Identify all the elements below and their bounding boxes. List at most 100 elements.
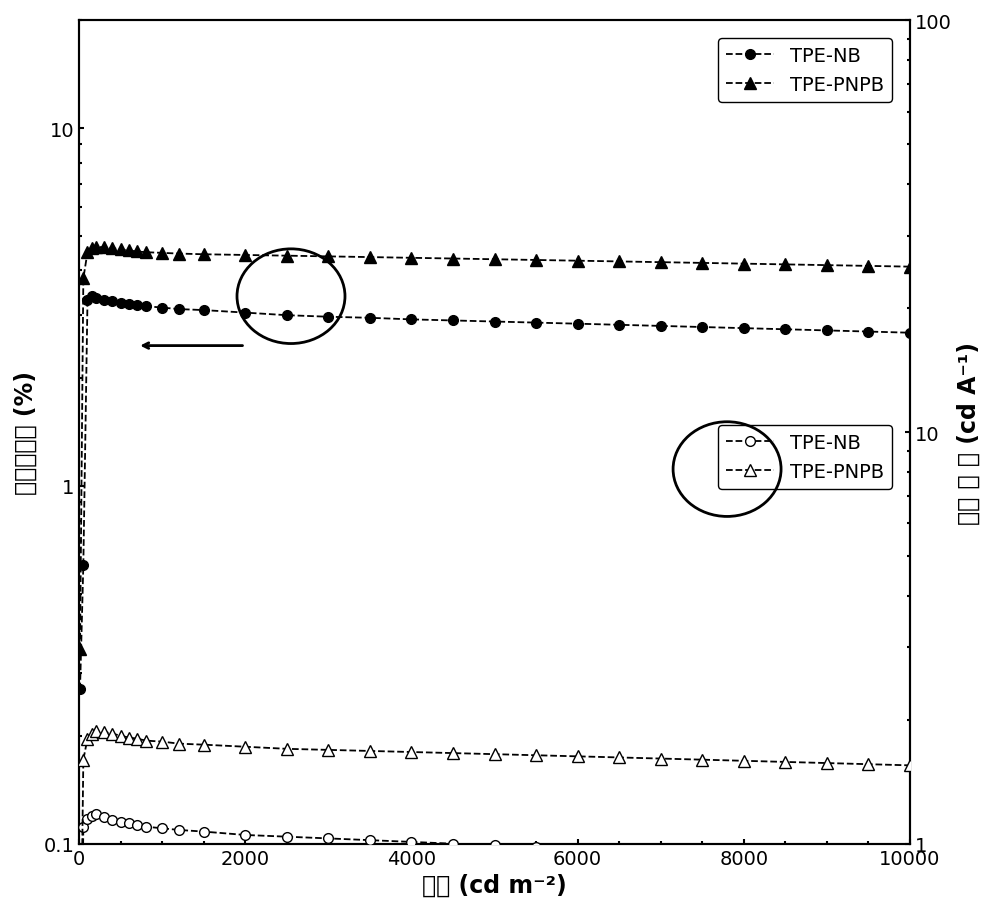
TPE-PNPB	[612, 752, 624, 763]
TPE-NB	[696, 322, 708, 333]
TPE-NB	[198, 305, 210, 316]
TPE-NB	[123, 818, 135, 829]
Legend: TPE-NB, TPE-PNPB: TPE-NB, TPE-PNPB	[718, 425, 891, 489]
TPE-NB	[131, 820, 143, 831]
TPE-PNPB	[406, 253, 417, 264]
TPE-NB	[82, 814, 93, 824]
TPE-PNPB	[530, 255, 542, 266]
TPE-NB	[240, 830, 251, 841]
TPE-PNPB	[778, 260, 790, 271]
TPE-NB	[85, 291, 97, 302]
TPE-NB	[612, 320, 624, 331]
TPE-PNPB	[78, 754, 89, 765]
TPE-NB	[156, 302, 168, 313]
TPE-PNPB	[820, 261, 832, 271]
TPE-NB	[488, 840, 500, 851]
TPE-NB	[571, 319, 582, 330]
TPE-PNPB	[280, 251, 292, 261]
TPE-NB	[280, 311, 292, 322]
TPE-NB	[131, 301, 143, 312]
TPE-PNPB	[198, 740, 210, 751]
TPE-NB	[74, 684, 85, 695]
TPE-NB	[364, 313, 376, 324]
TPE-NB	[571, 844, 582, 855]
TPE-NB	[173, 824, 185, 835]
Line: TPE-PNPB: TPE-PNPB	[75, 242, 914, 655]
TPE-PNPB	[280, 743, 292, 754]
TPE-NB	[139, 822, 151, 833]
TPE-PNPB	[488, 254, 500, 265]
TPE-PNPB	[820, 758, 832, 769]
TPE-NB	[106, 296, 118, 307]
TPE-PNPB	[862, 759, 874, 770]
TPE-PNPB	[114, 245, 126, 256]
TPE-NB	[89, 809, 101, 820]
TPE-NB	[123, 300, 135, 311]
TPE-NB	[98, 812, 110, 823]
TPE-PNPB	[778, 757, 790, 768]
TPE-PNPB	[612, 257, 624, 268]
Y-axis label: 外量子效率 (%): 外量子效率 (%)	[14, 371, 38, 495]
TPE-PNPB	[406, 747, 417, 758]
TPE-PNPB	[98, 726, 110, 737]
TPE-PNPB	[322, 251, 334, 262]
TPE-NB	[198, 826, 210, 837]
TPE-NB	[530, 318, 542, 329]
TPE-PNPB	[89, 242, 101, 253]
TPE-NB	[820, 325, 832, 336]
TPE-PNPB	[123, 732, 135, 743]
TPE-PNPB	[696, 258, 708, 269]
TPE-PNPB	[862, 261, 874, 272]
TPE-PNPB	[571, 256, 582, 267]
TPE-NB	[114, 816, 126, 827]
TPE-NB	[240, 308, 251, 319]
TPE-NB	[612, 845, 624, 856]
TPE-PNPB	[364, 746, 376, 757]
TPE-PNPB	[488, 749, 500, 760]
TPE-PNPB	[85, 243, 97, 254]
TPE-PNPB	[131, 733, 143, 744]
Line: TPE-NB: TPE-NB	[76, 292, 913, 694]
TPE-NB	[654, 321, 666, 332]
TPE-NB	[862, 327, 874, 338]
Line: TPE-PNPB: TPE-PNPB	[75, 725, 914, 911]
TPE-PNPB	[89, 725, 101, 736]
TPE-NB	[78, 822, 89, 833]
TPE-NB	[862, 857, 874, 868]
TPE-NB	[446, 315, 458, 326]
TPE-NB	[406, 836, 417, 847]
TPE-PNPB	[82, 733, 93, 744]
TPE-NB	[322, 312, 334, 322]
TPE-PNPB	[654, 753, 666, 764]
TPE-NB	[85, 810, 97, 821]
TPE-PNPB	[98, 242, 110, 253]
TPE-NB	[78, 560, 89, 571]
TPE-PNPB	[198, 250, 210, 261]
TPE-PNPB	[530, 750, 542, 761]
TPE-PNPB	[78, 273, 89, 284]
TPE-PNPB	[123, 246, 135, 257]
TPE-NB	[280, 832, 292, 843]
TPE-PNPB	[173, 249, 185, 260]
TPE-PNPB	[322, 744, 334, 755]
TPE-PNPB	[131, 247, 143, 258]
TPE-NB	[737, 323, 748, 334]
TPE-PNPB	[654, 258, 666, 269]
TPE-NB	[82, 295, 93, 306]
TPE-NB	[778, 324, 790, 335]
TPE-NB	[903, 859, 914, 870]
Line: TPE-NB: TPE-NB	[76, 809, 913, 911]
TPE-NB	[696, 849, 708, 860]
TPE-PNPB	[139, 248, 151, 259]
TPE-PNPB	[364, 252, 376, 263]
TPE-NB	[156, 823, 168, 834]
TPE-NB	[406, 314, 417, 325]
TPE-NB	[98, 295, 110, 306]
TPE-NB	[106, 815, 118, 826]
TPE-PNPB	[106, 729, 118, 740]
TPE-NB	[173, 304, 185, 315]
TPE-PNPB	[139, 735, 151, 746]
X-axis label: 亮度 (cd m⁻²): 亮度 (cd m⁻²)	[421, 873, 567, 897]
TPE-NB	[446, 838, 458, 849]
TPE-NB	[737, 851, 748, 862]
